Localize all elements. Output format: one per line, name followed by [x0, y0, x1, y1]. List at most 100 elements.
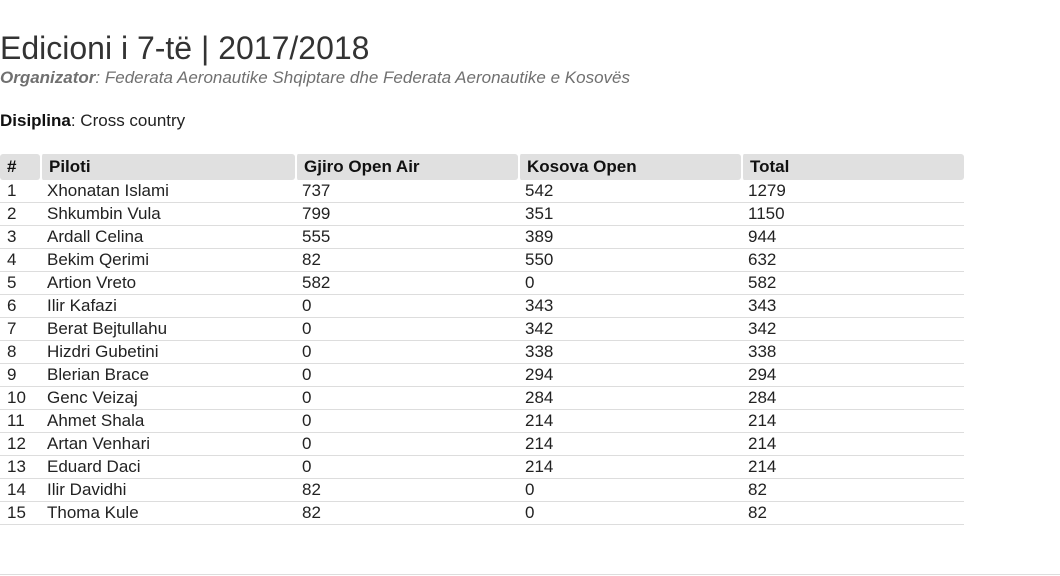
header-total: Total — [741, 154, 964, 180]
table-row: 12 Artan Venhari 0 214 214 — [0, 433, 964, 456]
cell-kosova-open: 214 — [518, 433, 741, 456]
cell-kosova-open: 214 — [518, 410, 741, 433]
cell-total: 214 — [741, 433, 964, 456]
cell-pilot: Ilir Davidhi — [40, 479, 295, 502]
cell-total: 214 — [741, 410, 964, 433]
cell-kosova-open: 342 — [518, 318, 741, 341]
cell-gjiro-open-air: 0 — [295, 341, 518, 364]
cell-rank: 3 — [0, 226, 40, 249]
results-table-header: # Piloti Gjiro Open Air Kosova Open Tota… — [0, 154, 964, 180]
cell-kosova-open: 338 — [518, 341, 741, 364]
cell-gjiro-open-air: 737 — [295, 180, 518, 203]
cell-kosova-open: 0 — [518, 502, 741, 525]
cell-total: 294 — [741, 364, 964, 387]
cell-rank: 13 — [0, 456, 40, 479]
cell-gjiro-open-air: 0 — [295, 387, 518, 410]
table-row: 3 Ardall Celina 555 389 944 — [0, 226, 964, 249]
cell-rank: 10 — [0, 387, 40, 410]
bottom-divider — [0, 574, 1060, 575]
cell-rank: 7 — [0, 318, 40, 341]
cell-rank: 14 — [0, 479, 40, 502]
cell-rank: 2 — [0, 203, 40, 226]
table-row: 11 Ahmet Shala 0 214 214 — [0, 410, 964, 433]
cell-total: 284 — [741, 387, 964, 410]
table-row: 8 Hizdri Gubetini 0 338 338 — [0, 341, 964, 364]
table-row: 9 Blerian Brace 0 294 294 — [0, 364, 964, 387]
cell-pilot: Artan Venhari — [40, 433, 295, 456]
cell-pilot: Ilir Kafazi — [40, 295, 295, 318]
cell-rank: 9 — [0, 364, 40, 387]
table-row: 2 Shkumbin Vula 799 351 1150 — [0, 203, 964, 226]
header-gjiro-open-air: Gjiro Open Air — [295, 154, 518, 180]
cell-gjiro-open-air: 0 — [295, 364, 518, 387]
cell-rank: 8 — [0, 341, 40, 364]
table-row: 15 Thoma Kule 82 0 82 — [0, 502, 964, 525]
cell-total: 338 — [741, 341, 964, 364]
page-title: Edicioni i 7-të | 2017/2018 — [0, 30, 370, 66]
cell-pilot: Genc Veizaj — [40, 387, 295, 410]
cell-pilot: Eduard Daci — [40, 456, 295, 479]
cell-total: 944 — [741, 226, 964, 249]
cell-kosova-open: 214 — [518, 456, 741, 479]
header-row: # Piloti Gjiro Open Air Kosova Open Tota… — [0, 154, 964, 180]
cell-kosova-open: 542 — [518, 180, 741, 203]
table-row: 10 Genc Veizaj 0 284 284 — [0, 387, 964, 410]
cell-rank: 5 — [0, 272, 40, 295]
cell-total: 82 — [741, 479, 964, 502]
discipline-line: Disiplina: Cross country — [0, 110, 185, 132]
cell-gjiro-open-air: 582 — [295, 272, 518, 295]
cell-total: 582 — [741, 272, 964, 295]
cell-kosova-open: 351 — [518, 203, 741, 226]
header-kosova-open: Kosova Open — [518, 154, 741, 180]
cell-kosova-open: 550 — [518, 249, 741, 272]
cell-gjiro-open-air: 0 — [295, 318, 518, 341]
cell-total: 214 — [741, 456, 964, 479]
cell-gjiro-open-air: 0 — [295, 456, 518, 479]
cell-rank: 11 — [0, 410, 40, 433]
cell-gjiro-open-air: 799 — [295, 203, 518, 226]
cell-rank: 15 — [0, 502, 40, 525]
organizer-label: Organizator — [0, 68, 96, 87]
cell-pilot: Thoma Kule — [40, 502, 295, 525]
discipline-value: : Cross country — [70, 111, 186, 130]
cell-gjiro-open-air: 82 — [295, 249, 518, 272]
organizer-value: : Federata Aeronautike Shqiptare dhe Fed… — [95, 68, 630, 87]
cell-kosova-open: 284 — [518, 387, 741, 410]
cell-pilot: Artion Vreto — [40, 272, 295, 295]
cell-pilot: Ahmet Shala — [40, 410, 295, 433]
cell-kosova-open: 389 — [518, 226, 741, 249]
cell-total: 1279 — [741, 180, 964, 203]
table-row: 5 Artion Vreto 582 0 582 — [0, 272, 964, 295]
cell-gjiro-open-air: 82 — [295, 502, 518, 525]
header-rank: # — [0, 154, 40, 180]
cell-pilot: Ardall Celina — [40, 226, 295, 249]
cell-total: 82 — [741, 502, 964, 525]
table-row: 7 Berat Bejtullahu 0 342 342 — [0, 318, 964, 341]
cell-gjiro-open-air: 555 — [295, 226, 518, 249]
organizer-line: Organizator: Federata Aeronautike Shqipt… — [0, 67, 630, 89]
cell-kosova-open: 294 — [518, 364, 741, 387]
cell-total: 632 — [741, 249, 964, 272]
cell-pilot: Bekim Qerimi — [40, 249, 295, 272]
cell-rank: 1 — [0, 180, 40, 203]
cell-pilot: Xhonatan Islami — [40, 180, 295, 203]
cell-rank: 6 — [0, 295, 40, 318]
results-table-body: 1 Xhonatan Islami 737 542 1279 2 Shkumbin Vula… — [0, 180, 964, 525]
table-row: 1 Xhonatan Islami 737 542 1279 — [0, 180, 964, 203]
cell-gjiro-open-air: 0 — [295, 410, 518, 433]
cell-gjiro-open-air: 0 — [295, 433, 518, 456]
cell-total: 1150 — [741, 203, 964, 226]
cell-total: 342 — [741, 318, 964, 341]
cell-pilot: Hizdri Gubetini — [40, 341, 295, 364]
header-pilot: Piloti — [40, 154, 295, 180]
cell-kosova-open: 343 — [518, 295, 741, 318]
table-row: 14 Ilir Davidhi 82 0 82 — [0, 479, 964, 502]
cell-rank: 12 — [0, 433, 40, 456]
table-row: 6 Ilir Kafazi 0 343 343 — [0, 295, 964, 318]
cell-gjiro-open-air: 0 — [295, 295, 518, 318]
cell-kosova-open: 0 — [518, 272, 741, 295]
cell-pilot: Blerian Brace — [40, 364, 295, 387]
cell-total: 343 — [741, 295, 964, 318]
cell-pilot: Shkumbin Vula — [40, 203, 295, 226]
cell-pilot: Berat Bejtullahu — [40, 318, 295, 341]
